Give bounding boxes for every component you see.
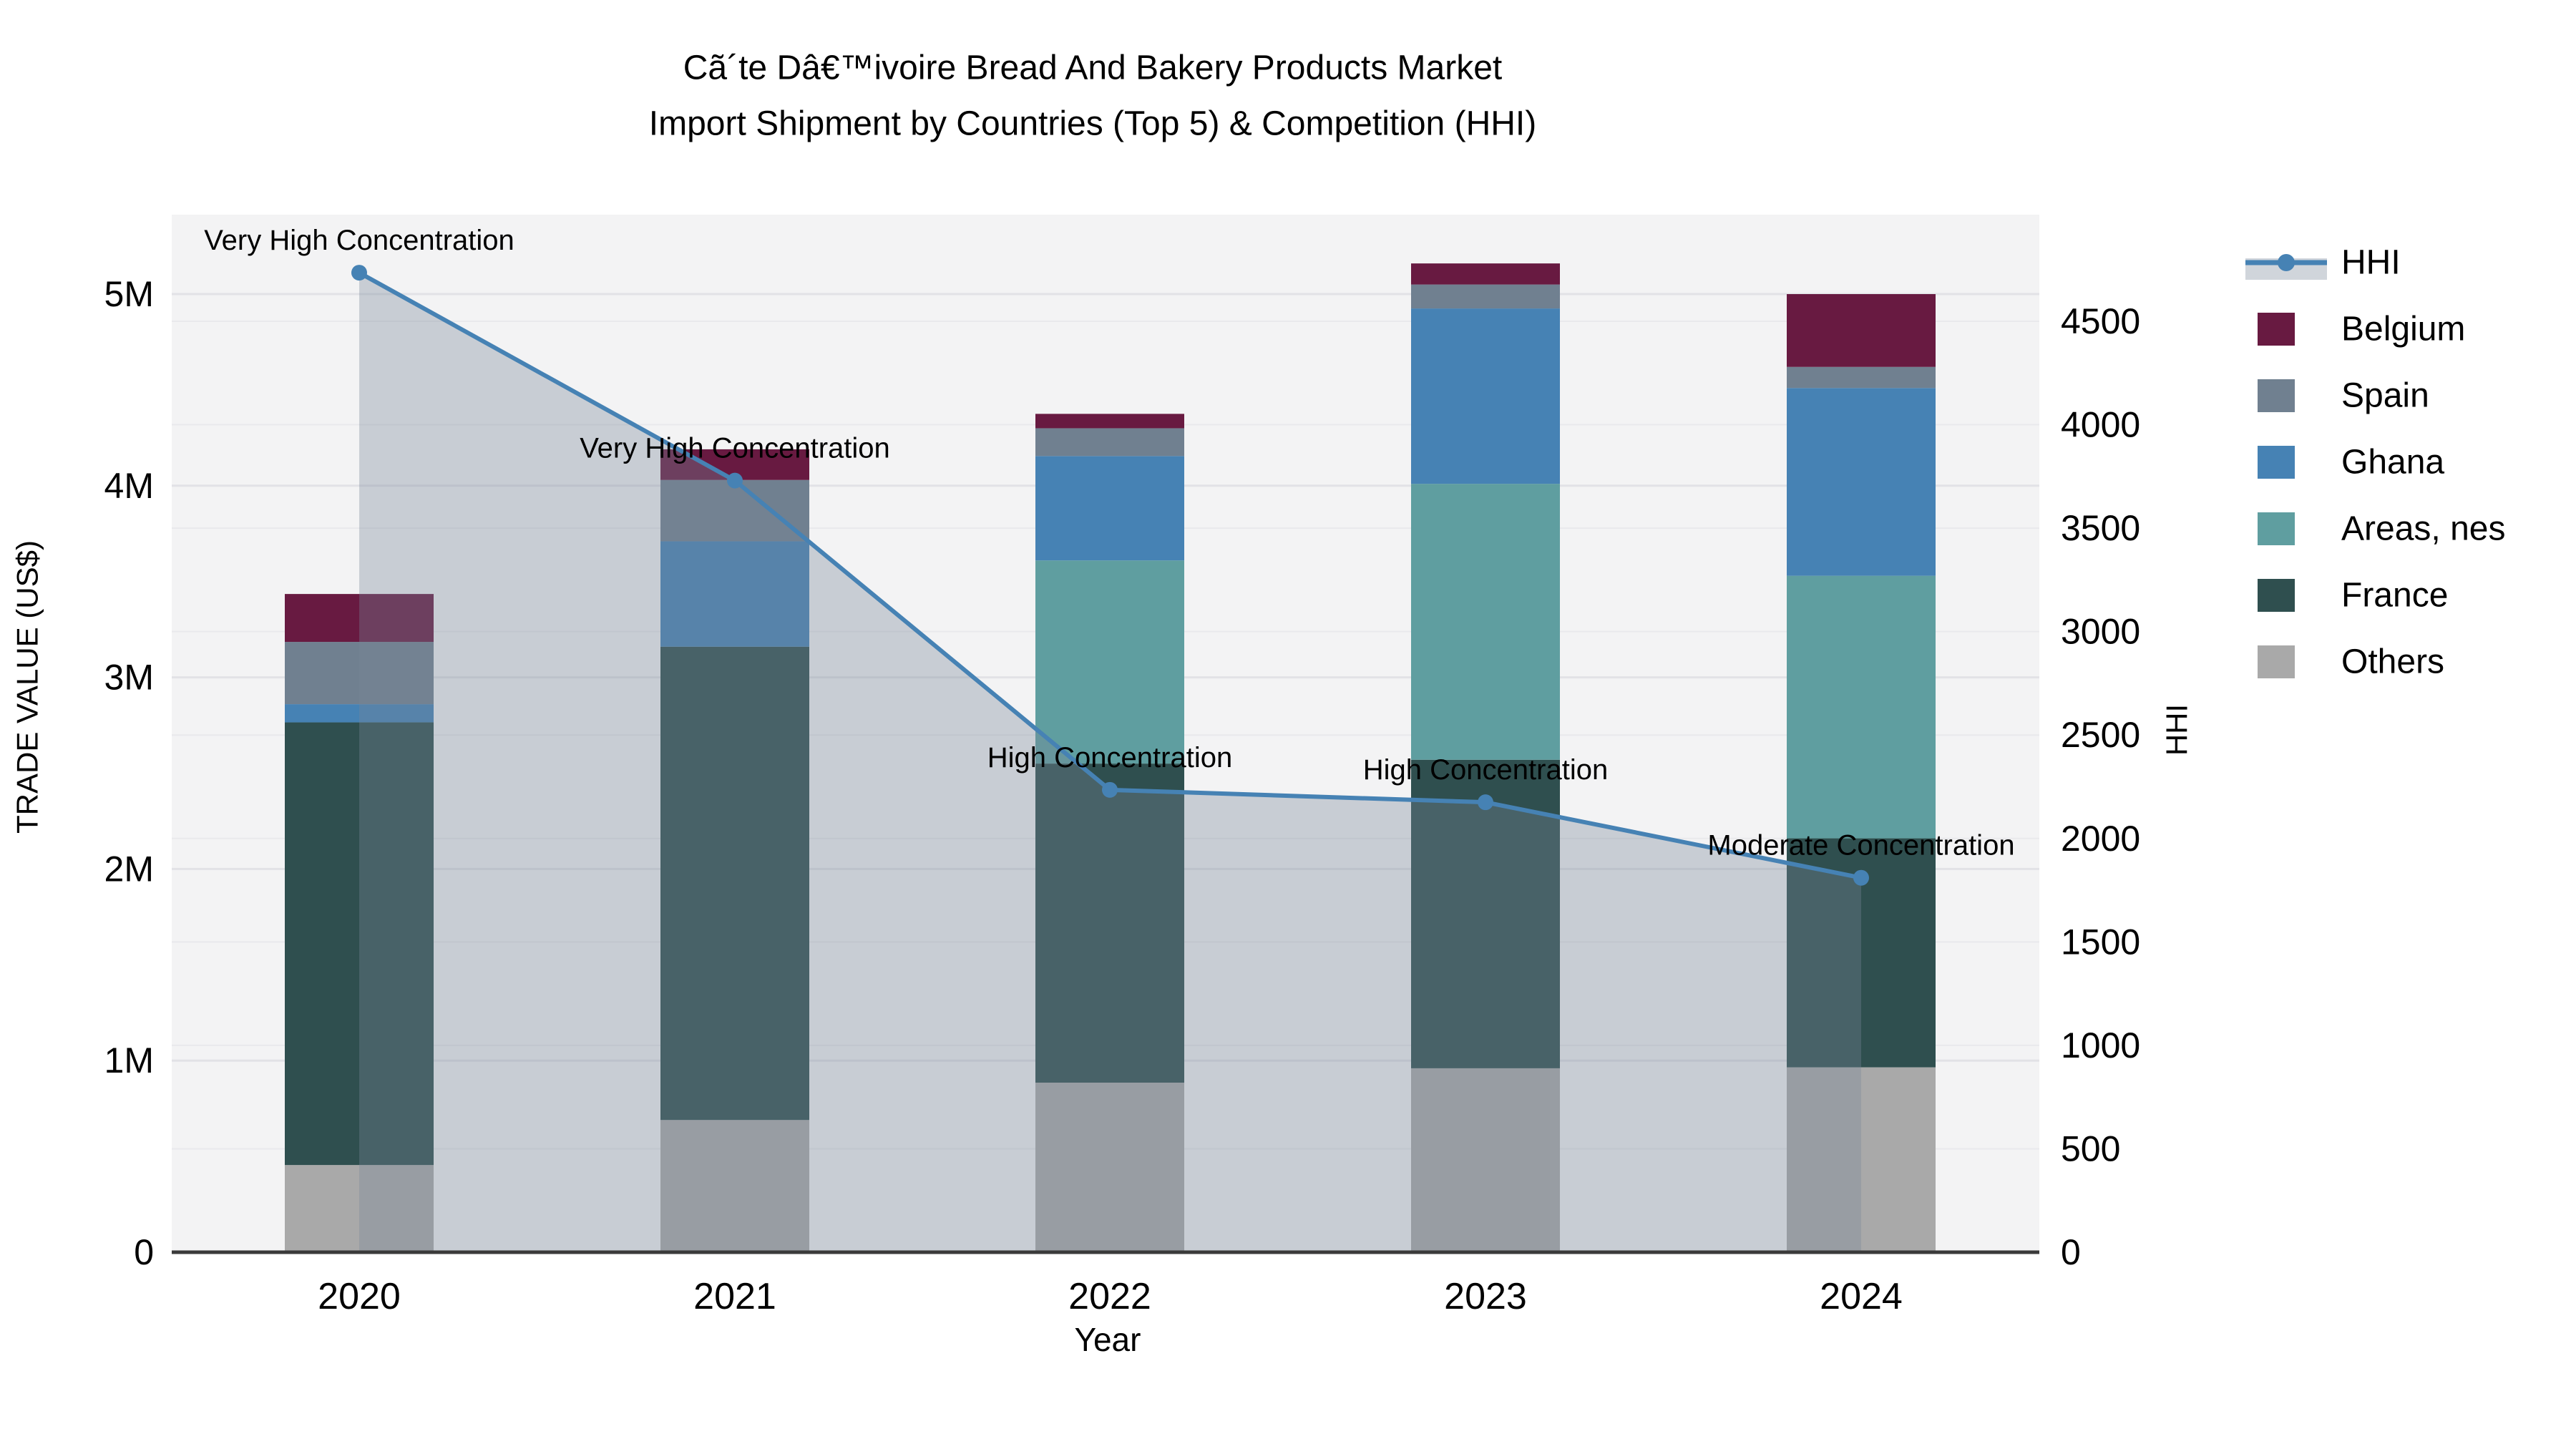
legend-label: Belgium bbox=[2341, 311, 2465, 348]
legend-label: Spain bbox=[2341, 377, 2429, 415]
legend-item-hhi[interactable] bbox=[2245, 254, 2327, 280]
bar-segment-2021-france[interactable] bbox=[660, 646, 809, 1121]
bar-segment-2023-others[interactable] bbox=[1411, 1068, 1560, 1252]
y-left-tick-label: 5M bbox=[104, 274, 154, 314]
legend-label: HHI bbox=[2341, 244, 2401, 282]
legend-swatch bbox=[2258, 379, 2295, 412]
legend-label: Areas, nes bbox=[2341, 510, 2505, 548]
bar-segment-2021-others[interactable] bbox=[660, 1120, 809, 1252]
x-tick-label-2020: 2020 bbox=[318, 1276, 401, 1317]
bar-segment-2020-spain[interactable] bbox=[285, 642, 434, 705]
legend-swatch bbox=[2258, 446, 2295, 479]
bar-segment-2023-ghana[interactable] bbox=[1411, 308, 1560, 484]
bar-segment-2023-spain[interactable] bbox=[1411, 284, 1560, 309]
legend-item-ghana[interactable] bbox=[2258, 446, 2295, 479]
bar-segment-2024-areas-nes[interactable] bbox=[1787, 575, 1936, 839]
y-right-tick-label: 0 bbox=[2061, 1232, 2081, 1272]
y-right-tick-label: 4000 bbox=[2061, 405, 2140, 445]
bar-segment-2020-others[interactable] bbox=[285, 1165, 434, 1252]
annotation-2024: Moderate Concentration bbox=[1707, 830, 2014, 862]
x-axis-title: Year bbox=[1075, 1321, 1141, 1358]
x-tick-label-2024: 2024 bbox=[1820, 1276, 1903, 1317]
legend-item-belgium[interactable] bbox=[2258, 313, 2295, 346]
y-right-tick-label: 500 bbox=[2061, 1128, 2120, 1169]
legend-swatch bbox=[2258, 579, 2295, 612]
hhi-point-2023[interactable] bbox=[1478, 794, 1493, 811]
hhi-point-2024[interactable] bbox=[1853, 869, 1869, 886]
legend-item-others[interactable] bbox=[2258, 645, 2295, 678]
legend-swatch bbox=[2258, 512, 2295, 545]
hhi-area-fill bbox=[359, 273, 1861, 1252]
chart-title-line2: Import Shipment by Countries (Top 5) & C… bbox=[649, 105, 1536, 143]
y-right-tick-label: 3500 bbox=[2061, 508, 2140, 548]
legend-label: France bbox=[2341, 577, 2448, 615]
bar-segment-2020-ghana[interactable] bbox=[285, 704, 434, 723]
legend-label: Ghana bbox=[2341, 444, 2444, 482]
x-tick-label-2021: 2021 bbox=[693, 1276, 776, 1317]
y-left-tick-label: 0 bbox=[134, 1232, 154, 1272]
y-left-tick-label: 1M bbox=[104, 1040, 154, 1080]
bar-segment-2020-belgium[interactable] bbox=[285, 594, 434, 643]
hhi-point-2021[interactable] bbox=[727, 472, 743, 489]
bar-segment-2022-ghana[interactable] bbox=[1035, 456, 1184, 561]
y-right-tick-label: 1000 bbox=[2061, 1025, 2140, 1065]
bar-segment-2024-spain[interactable] bbox=[1787, 366, 1936, 389]
bar-segment-2022-belgium[interactable] bbox=[1035, 414, 1184, 429]
y-right-axis-title: HHI bbox=[2160, 704, 2194, 756]
bar-segment-2024-belgium[interactable] bbox=[1787, 294, 1936, 367]
x-tick-label-2023: 2023 bbox=[1444, 1276, 1527, 1317]
legend-swatch bbox=[2258, 313, 2295, 346]
legend-swatch bbox=[2258, 645, 2295, 678]
bar-segment-2022-areas-nes[interactable] bbox=[1035, 560, 1184, 764]
y-right-tick-label: 1500 bbox=[2061, 922, 2140, 962]
y-right-tick-label: 2500 bbox=[2061, 715, 2140, 755]
x-tick-label-2022: 2022 bbox=[1068, 1276, 1151, 1317]
y-left-axis-title: TRADE VALUE (US$) bbox=[11, 540, 44, 834]
annotation-2020: Very High Concentration bbox=[204, 225, 514, 256]
bar-segment-2022-france[interactable] bbox=[1035, 763, 1184, 1083]
bar-segment-2024-others[interactable] bbox=[1787, 1067, 1936, 1252]
y-right-tick-label: 2000 bbox=[2061, 819, 2140, 859]
bar-segment-2022-others[interactable] bbox=[1035, 1082, 1184, 1252]
bar-segment-2022-spain[interactable] bbox=[1035, 428, 1184, 457]
annotation-2021: Very High Concentration bbox=[580, 433, 890, 464]
y-right-tick-label: 3000 bbox=[2061, 612, 2140, 652]
bar-segment-2021-spain[interactable] bbox=[660, 479, 809, 542]
legend-hhi-marker-sample bbox=[2278, 254, 2295, 271]
legend-item-areas-nes[interactable] bbox=[2258, 512, 2295, 545]
hhi-point-2020[interactable] bbox=[351, 265, 367, 281]
chart-title-line1: Cã´te Dâ€™ivoire Bread And Bakery Produc… bbox=[683, 49, 1503, 87]
y-left-tick-label: 3M bbox=[104, 658, 154, 698]
legend-item-spain[interactable] bbox=[2258, 379, 2295, 412]
y-right-tick-label: 4500 bbox=[2061, 301, 2140, 341]
annotation-2023: High Concentration bbox=[1363, 754, 1608, 786]
bar-segment-2021-ghana[interactable] bbox=[660, 541, 809, 647]
bar-series bbox=[285, 263, 1936, 1252]
annotation-2022: High Concentration bbox=[987, 742, 1232, 774]
legend-item-france[interactable] bbox=[2258, 579, 2295, 612]
bar-segment-2024-ghana[interactable] bbox=[1787, 388, 1936, 576]
hhi-point-2022[interactable] bbox=[1102, 781, 1118, 798]
bar-segment-2023-areas-nes[interactable] bbox=[1411, 484, 1560, 760]
bar-segment-2020-france[interactable] bbox=[285, 722, 434, 1166]
y-left-tick-label: 2M bbox=[104, 849, 154, 889]
y-left-tick-label: 4M bbox=[104, 466, 154, 506]
bar-segment-2023-belgium[interactable] bbox=[1411, 263, 1560, 285]
legend-label: Others bbox=[2341, 643, 2444, 681]
